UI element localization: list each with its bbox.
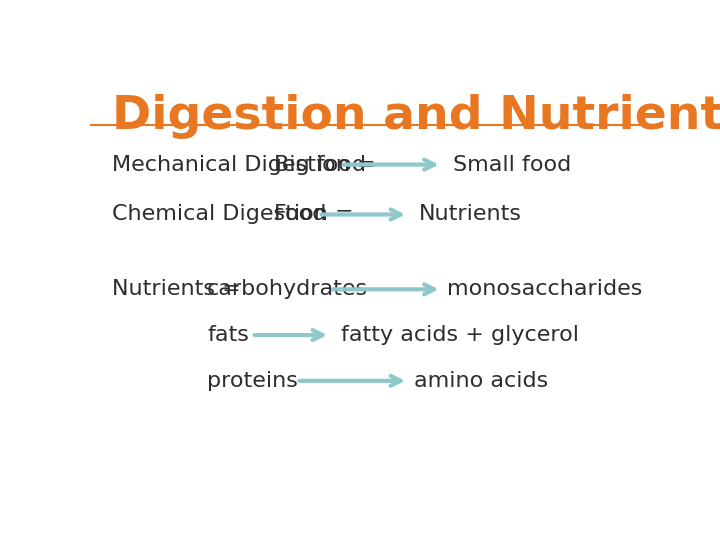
Text: Digestion and Nutrients: Digestion and Nutrients [112, 94, 720, 139]
Text: Chemical Digestion =: Chemical Digestion = [112, 205, 354, 225]
Text: Big food: Big food [274, 154, 366, 174]
Text: Nutrients: Nutrients [419, 205, 522, 225]
Text: Small food: Small food [453, 154, 571, 174]
Text: proteins: proteins [207, 371, 298, 391]
Text: carbohydrates: carbohydrates [207, 279, 369, 299]
Text: Nutrients =: Nutrients = [112, 279, 241, 299]
Text: amino acids: amino acids [413, 371, 548, 391]
Text: Food: Food [274, 205, 328, 225]
Text: fatty acids + glycerol: fatty acids + glycerol [341, 325, 579, 345]
Text: Mechanical Digestion =: Mechanical Digestion = [112, 154, 376, 174]
Text: monosaccharides: monosaccharides [447, 279, 642, 299]
Text: fats: fats [207, 325, 249, 345]
